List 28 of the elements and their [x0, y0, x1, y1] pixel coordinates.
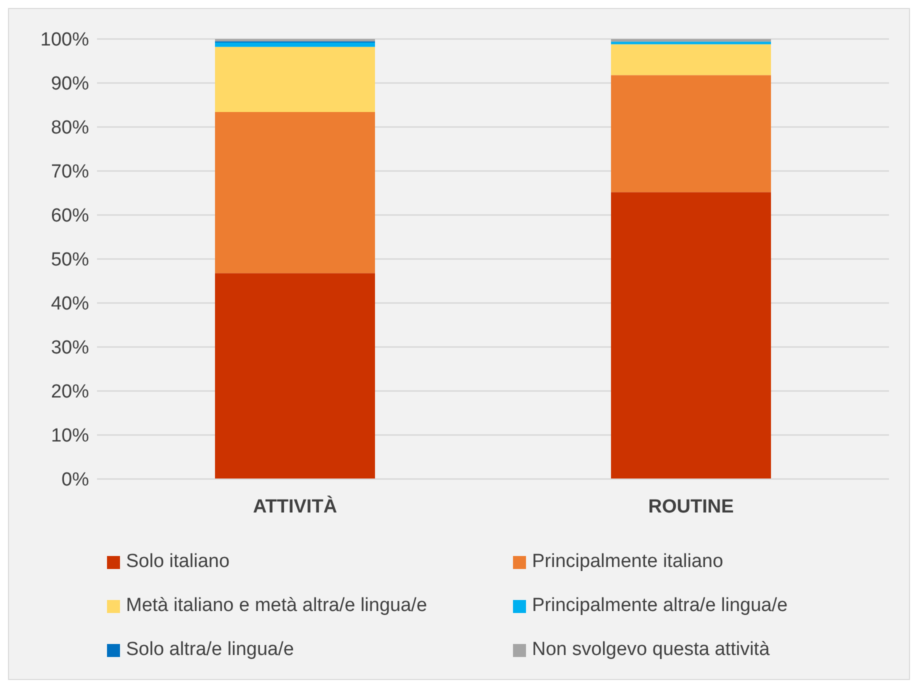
bar: [611, 192, 771, 479]
y-tick-label: 70%: [50, 162, 90, 183]
y-tick-label: 10%: [50, 426, 90, 447]
y-tick-label: 100%: [40, 30, 90, 51]
bar: [215, 273, 375, 479]
legend-label: Metà italiano e metà altra/e lingua/e: [126, 595, 428, 617]
bar: [611, 44, 771, 76]
y-tick-label: 30%: [50, 338, 90, 359]
y-tick-label: 40%: [50, 294, 90, 315]
y-tick-label: 80%: [50, 118, 90, 139]
legend-label: Principalmente italiano: [532, 551, 724, 573]
y-tick-label: 0%: [62, 470, 90, 491]
y-tick-label: 60%: [50, 206, 90, 227]
legend-label: Solo altra/e lingua/e: [126, 639, 294, 661]
bar: [611, 39, 771, 42]
bar: [611, 75, 771, 192]
y-tick-label: 20%: [50, 382, 90, 403]
legend-label: Principalmente altra/e lingua/e: [532, 595, 788, 617]
legend-label: Solo italiano: [126, 551, 230, 573]
x-tick-label: ROUTINE: [648, 496, 734, 518]
x-tick-label: ATTIVITÀ: [252, 495, 338, 518]
bar: [215, 42, 375, 47]
bar: [215, 46, 375, 112]
y-tick-label: 90%: [50, 74, 90, 95]
y-tick-label: 50%: [50, 250, 90, 271]
bar: [611, 42, 771, 44]
legend-label: Non svolgevo questa attività: [532, 639, 770, 661]
bar: [215, 112, 375, 274]
